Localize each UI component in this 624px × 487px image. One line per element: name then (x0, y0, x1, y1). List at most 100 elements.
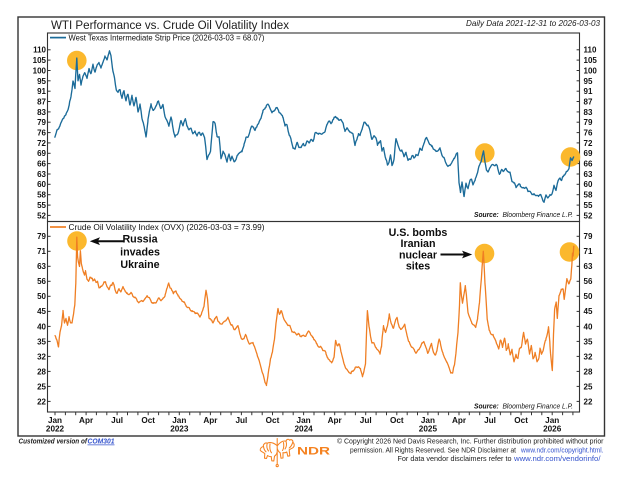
svg-text:permission. All Rights Reserve: permission. All Rights Reserved. See NDR… (350, 445, 516, 454)
svg-text:91: 91 (584, 87, 593, 96)
svg-text:32: 32 (584, 352, 593, 361)
svg-text:50: 50 (584, 292, 593, 301)
svg-text:2022: 2022 (46, 425, 65, 434)
svg-text:83: 83 (37, 108, 46, 117)
svg-text:110: 110 (33, 46, 46, 55)
svg-text:Crude Oil Volatility Index (OV: Crude Oil Volatility Index (OVX) (2026-0… (69, 222, 265, 232)
svg-text:Jan: Jan (297, 416, 311, 425)
svg-text:56: 56 (584, 277, 593, 286)
svg-text:Jul: Jul (235, 416, 247, 425)
svg-text:91: 91 (37, 87, 46, 96)
svg-text:55: 55 (584, 201, 593, 210)
svg-text:Apr: Apr (79, 416, 94, 425)
svg-text:100: 100 (33, 66, 47, 75)
svg-text:25: 25 (37, 382, 46, 391)
svg-text:79: 79 (584, 232, 593, 241)
svg-text:100: 100 (584, 66, 598, 75)
svg-text:Source: Bloomberg Finance L.P: Source: Bloomberg Finance L.P. (474, 402, 573, 411)
svg-text:60: 60 (584, 180, 593, 189)
svg-text:40: 40 (584, 322, 593, 331)
svg-text:105: 105 (33, 56, 47, 65)
svg-text:Russia: Russia (122, 234, 158, 246)
svg-text:Jan: Jan (48, 416, 62, 425)
svg-text:25: 25 (584, 382, 593, 391)
svg-text:28: 28 (37, 367, 46, 376)
svg-text:71: 71 (37, 247, 46, 256)
svg-text:Ukraine: Ukraine (120, 259, 159, 271)
svg-text:www.ndr.com/vendorinfo/: www.ndr.com/vendorinfo/ (513, 454, 601, 463)
svg-text:95: 95 (584, 77, 593, 86)
svg-text:2026: 2026 (543, 425, 562, 434)
svg-text:76: 76 (584, 129, 593, 138)
svg-text:28: 28 (584, 367, 593, 376)
svg-text:32: 32 (37, 352, 46, 361)
svg-text:76: 76 (37, 129, 46, 138)
svg-text:79: 79 (584, 118, 593, 127)
svg-text:69: 69 (584, 149, 593, 158)
svg-text:63: 63 (584, 170, 593, 179)
svg-text:Oct: Oct (266, 416, 280, 425)
svg-text:55: 55 (37, 201, 46, 210)
svg-text:87: 87 (584, 98, 593, 107)
svg-text:2023: 2023 (170, 425, 189, 434)
svg-text:Jan: Jan (545, 416, 559, 425)
svg-text:66: 66 (584, 160, 593, 169)
svg-text:West Texas Intermediate Strip: West Texas Intermediate Strip Price (202… (69, 32, 265, 42)
svg-text:Source: Bloomberg Finance L.P: Source: Bloomberg Finance L.P. (474, 210, 573, 219)
svg-text:Customized version of: Customized version of (19, 437, 89, 446)
svg-text:Jul: Jul (360, 416, 372, 425)
svg-text:www.ndr.com/copyright.html.: www.ndr.com/copyright.html. (520, 445, 603, 454)
svg-text:52: 52 (584, 211, 593, 220)
svg-text:79: 79 (37, 118, 46, 127)
svg-text:52: 52 (37, 211, 46, 220)
svg-text:COM301: COM301 (88, 437, 115, 446)
svg-text:72: 72 (37, 139, 46, 148)
svg-text:35: 35 (37, 337, 46, 346)
svg-text:22: 22 (37, 397, 46, 406)
svg-text:Oct: Oct (390, 416, 404, 425)
svg-text:66: 66 (37, 160, 46, 169)
svg-text:invades: invades (120, 246, 160, 258)
svg-text:Oct: Oct (141, 416, 155, 425)
svg-text:U.S. bombs: U.S. bombs (389, 227, 448, 239)
svg-text:50: 50 (37, 292, 46, 301)
svg-text:110: 110 (584, 46, 597, 55)
svg-text:NDR: NDR (297, 445, 330, 457)
svg-text:WTI Performance vs. Crude Oil: WTI Performance vs. Crude Oil Volatility… (51, 18, 289, 32)
svg-text:Jul: Jul (111, 416, 123, 425)
svg-text:63: 63 (37, 170, 46, 179)
svg-text:22: 22 (584, 397, 593, 406)
svg-text:Oct: Oct (514, 416, 528, 425)
svg-text:Jul: Jul (484, 416, 496, 425)
svg-text:2025: 2025 (419, 425, 438, 434)
svg-text:Daily Data 2021-12-31 to 2026-: Daily Data 2021-12-31 to 2026-03-03 (466, 18, 600, 28)
svg-text:35: 35 (584, 337, 593, 346)
svg-text:Jan: Jan (172, 416, 186, 425)
svg-text:2024: 2024 (294, 425, 313, 434)
svg-text:Apr: Apr (452, 416, 467, 425)
svg-text:sites: sites (406, 261, 430, 273)
svg-text:58: 58 (584, 191, 593, 200)
svg-text:63: 63 (37, 262, 46, 271)
svg-text:Apr: Apr (203, 416, 218, 425)
svg-text:For data vendor disclaimers re: For data vendor disclaimers refer to (398, 454, 512, 463)
svg-text:105: 105 (584, 56, 598, 65)
svg-text:56: 56 (37, 277, 46, 286)
svg-text:83: 83 (584, 108, 593, 117)
svg-text:69: 69 (37, 149, 46, 158)
svg-text:87: 87 (37, 98, 46, 107)
svg-text:45: 45 (37, 307, 46, 316)
svg-text:nuclear: nuclear (399, 249, 437, 261)
svg-text:Apr: Apr (328, 416, 343, 425)
svg-text:63: 63 (584, 262, 593, 271)
svg-text:58: 58 (37, 191, 46, 200)
svg-text:95: 95 (37, 77, 46, 86)
svg-text:45: 45 (584, 307, 593, 316)
svg-text:Iranian: Iranian (400, 238, 435, 250)
svg-text:72: 72 (584, 139, 593, 148)
svg-text:40: 40 (37, 322, 46, 331)
svg-text:© Copyright 2026 Ned Davis Res: © Copyright 2026 Ned Davis Research, Inc… (337, 437, 604, 446)
svg-text:60: 60 (37, 180, 46, 189)
svg-text:71: 71 (584, 247, 593, 256)
svg-text:Jan: Jan (421, 416, 435, 425)
